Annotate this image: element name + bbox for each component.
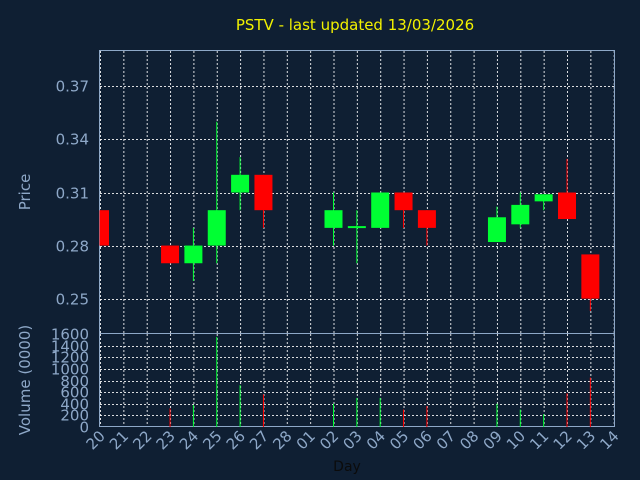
volume-bar [333,403,334,427]
volume-tick-label: 400 [60,396,89,414]
candles [99,121,600,312]
x-tick-label: 02 [316,427,342,453]
x-tick-label: 11 [526,427,552,453]
candle-body [231,174,250,193]
x-tick-label: 24 [176,427,202,453]
price-tick-label: 0.37 [56,78,89,96]
candle-body [100,210,109,246]
candle-body [417,210,436,228]
x-tick-label: 06 [409,427,435,453]
price-tick-label: 0.34 [56,131,89,149]
x-tick-label: 08 [456,427,482,453]
price-tick-label: 0.31 [56,185,89,203]
x-tick-label: 26 [223,427,249,453]
candle-body [207,210,226,246]
x-tick-label: 21 [106,427,132,453]
volume-bar [356,397,358,427]
volume-bar [216,336,218,427]
price-y-ticks: 0.37 0.34 0.31 0.28 0.25 [56,78,89,309]
volume-tick-label: 800 [60,373,89,391]
volume-tick-label: 0 [79,419,89,437]
candle-body [184,245,203,264]
volume-tick-label: 1000 [51,361,89,379]
x-tick-label: 22 [129,427,155,453]
candle-body [161,245,180,264]
volume-bar [169,408,171,427]
volume-bar [426,406,428,427]
candle-body [324,210,343,228]
x-tick-label: 01 [293,427,319,453]
chart-title: PSTV - last updated 13/03/2026 [236,16,474,34]
x-tick-label: 04 [363,427,389,453]
candle-body [581,254,600,299]
volume-bar [239,385,241,427]
volume-bar [403,409,405,427]
x-tick-label: 12 [550,427,576,453]
candle-body [558,192,576,220]
x-tick-label: 03 [339,427,365,453]
volume-axis-label: Volume (0000) [16,325,34,435]
volume-tick-label: 1600 [51,326,89,344]
candle-body [487,217,506,243]
x-ticks: 2021222324252627280102030405060708091011… [83,427,623,453]
volume-bar [519,409,521,427]
volume-bars [169,336,591,427]
candle-body [371,192,390,228]
price-grid [100,51,615,334]
volume-tick-label: 200 [60,407,89,425]
x-tick-label: 28 [269,427,295,453]
volume-bar [379,397,381,427]
x-tick-label: 14 [596,427,622,453]
candle-body [347,226,366,229]
x-tick-label: 25 [199,427,225,453]
x-tick-label: 07 [433,427,459,453]
x-tick-label: 23 [153,427,179,453]
price-tick-label: 0.25 [56,291,89,309]
volume-tick-label: 600 [60,384,89,402]
x-axis-label: Day [333,459,361,475]
volume-tick-label: 1200 [51,349,89,367]
candle-body [394,192,413,211]
volume-tick-label: 1400 [51,338,89,356]
candle-body [534,194,553,202]
x-tick-label: 27 [246,427,272,453]
x-tick-label: 10 [503,427,529,453]
price-tick-label: 0.28 [56,238,89,256]
volume-bar [589,377,591,427]
x-tick-label: 05 [386,427,412,453]
volume-bar [496,403,498,427]
x-tick-label: 13 [573,427,599,453]
volume-bar [543,414,545,427]
price-axis-label: Price [16,174,34,211]
candle-body [511,204,530,225]
volume-bar [566,393,568,427]
x-tick-label: 09 [480,427,506,453]
candle-body [254,174,273,211]
volume-bar [192,404,194,427]
volume-bar [262,394,264,427]
